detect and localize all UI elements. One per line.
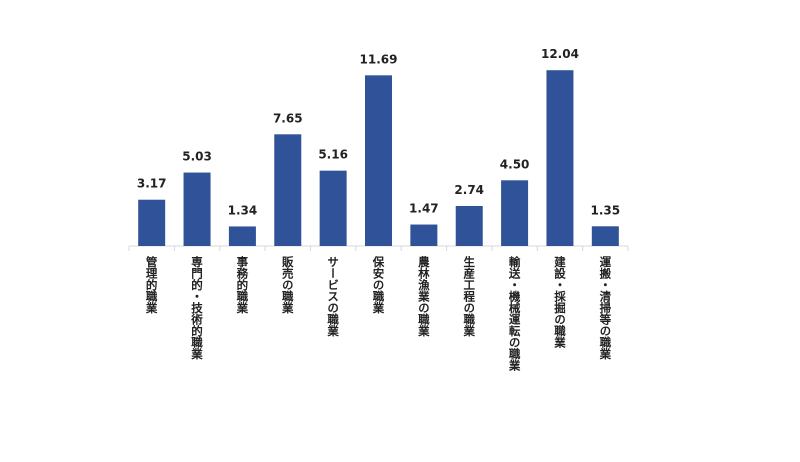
x-tick-label: サービスの職業 xyxy=(326,256,340,337)
bar xyxy=(501,180,529,246)
data-label: 7.65 xyxy=(273,111,303,125)
bar xyxy=(591,226,619,246)
x-tick-label: 保安の職業 xyxy=(372,255,386,314)
data-label: 12.04 xyxy=(541,47,579,61)
bar xyxy=(274,134,302,246)
bar xyxy=(228,226,256,246)
data-label: 2.74 xyxy=(454,183,484,197)
data-label: 3.17 xyxy=(137,177,167,191)
bar xyxy=(546,70,574,246)
data-label: 5.03 xyxy=(182,150,212,164)
data-label: 1.35 xyxy=(591,203,621,217)
data-label: 5.16 xyxy=(318,148,348,162)
data-label: 11.69 xyxy=(360,52,398,66)
data-label: 4.50 xyxy=(500,157,530,171)
bar xyxy=(410,224,438,246)
x-tick-label: 販売の職業 xyxy=(281,255,295,314)
x-tick-label: 農林漁業の職業 xyxy=(417,255,431,337)
data-label: 1.34 xyxy=(228,203,258,217)
x-tick-label: 運搬・清掃等の職業 xyxy=(598,256,612,360)
bar xyxy=(319,170,347,246)
data-label: 1.47 xyxy=(409,202,439,216)
bar xyxy=(455,205,483,246)
x-tick-label: 輸送・機械運転の職業 xyxy=(508,255,522,372)
x-tick-label: 専門的・技術的職業 xyxy=(190,255,204,360)
x-tick-label: 建設・採掘の職業 xyxy=(553,255,567,349)
x-tick-label: 事務的職業 xyxy=(235,255,249,314)
x-tick-label: 生産工程の職業 xyxy=(462,255,476,337)
bar xyxy=(365,75,392,247)
bar xyxy=(138,199,166,246)
x-tick-label: 管理的職業 xyxy=(145,255,159,314)
bar xyxy=(183,172,211,246)
